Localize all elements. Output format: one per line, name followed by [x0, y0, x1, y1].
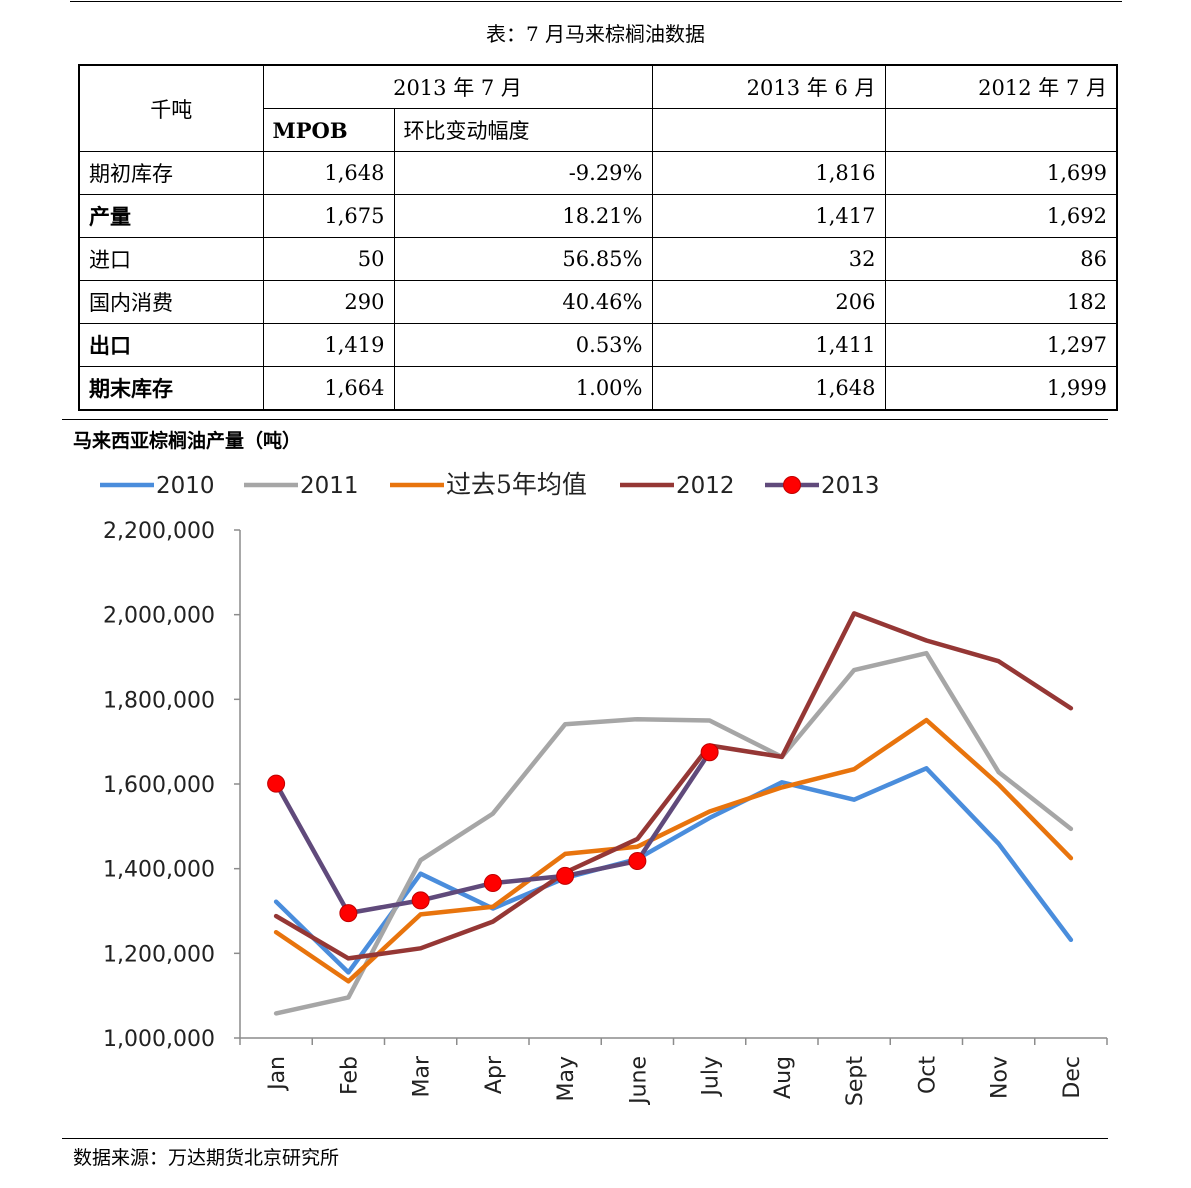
legend-label-过去5年均值: 过去5年均值 — [446, 470, 587, 499]
x-tick-label: Oct — [915, 1056, 940, 1094]
header-row: 千吨 2013 年 7 月 2013 年 6 月 2012 年 7 月 — [78, 64, 1118, 152]
header-2013-jun: 2013 年 6 月 — [651, 64, 886, 109]
production-line-chart: 1,000,000 1,200,000 1,400,000 1,600,000 1,80… — [100, 470, 1108, 1106]
cell-mpob: 1,664 — [262, 366, 395, 411]
row-label: 期初库存 — [78, 151, 264, 195]
x-tick-label: Apr — [482, 1055, 507, 1094]
table-title: 表：7 月马来棕榈油数据 — [485, 22, 706, 46]
table-row: 期初库存 1,648 -9.29% 1,816 1,699 — [78, 151, 1118, 195]
cell-2013-jun: 206 — [651, 280, 886, 324]
series-point-2013 — [556, 866, 575, 885]
table-row: 进口 50 56.85% 32 86 — [78, 237, 1118, 281]
subheader-row: MPOB 环比变动幅度 — [79, 108, 1118, 152]
cell-2012-jul: 1,699 — [884, 151, 1118, 195]
group-header-2013-jul: 2013 年 7 月 — [262, 64, 653, 109]
series-line-2011 — [273, 650, 1074, 1016]
cell-2013-jun: 1,411 — [651, 323, 886, 367]
row-label: 出口 — [78, 323, 264, 367]
y-tick-label: 1,400,000 — [103, 858, 215, 883]
x-tick-label: Jan — [265, 1056, 290, 1092]
cell-mpob: 50 — [262, 237, 395, 281]
subheader-empty — [651, 108, 886, 152]
cell-mpob: 1,648 — [262, 151, 395, 195]
cell-change: 1.00% — [393, 366, 653, 411]
y-tick-label: 2,200,000 — [103, 519, 215, 544]
x-tick-label: Dec — [1060, 1056, 1085, 1099]
row-label: 期末库存 — [78, 366, 264, 411]
row-label: 国内消费 — [78, 280, 264, 324]
series-line-2010 — [273, 766, 1074, 975]
source-note: 数据来源：万达期货北京研究所 — [73, 1147, 340, 1169]
legend-label-2012: 2012 — [676, 473, 735, 499]
top-rule — [70, 1, 1122, 2]
cell-2012-jul: 86 — [884, 237, 1118, 281]
series-point-2013 — [628, 852, 647, 871]
legend-marker-2013 — [783, 476, 801, 494]
cell-2013-jun: 32 — [651, 237, 886, 281]
palm-oil-data-table: 千吨 2013 年 7 月 2013 年 6 月 2012 年 7 月 MPOB… — [78, 64, 1118, 411]
cell-change: -9.29% — [393, 151, 653, 195]
cell-change: 18.21% — [393, 194, 653, 238]
series-point-2013 — [339, 904, 358, 923]
cell-2012-jul: 1,297 — [884, 323, 1118, 367]
subheader-change: 环比变动幅度 — [393, 108, 653, 152]
y-tick-label: 1,800,000 — [103, 688, 215, 713]
cell-2012-jul: 1,999 — [884, 366, 1118, 411]
mid-rule — [62, 419, 1108, 420]
cell-change: 0.53% — [393, 323, 653, 367]
cell-mpob: 1,419 — [262, 323, 395, 367]
legend-label-2011: 2011 — [300, 473, 359, 499]
series-point-2013 — [411, 891, 430, 910]
legend-label-2013: 2013 — [821, 473, 880, 499]
cell-2013-jun: 1,816 — [651, 151, 886, 195]
series-point-2013 — [267, 774, 286, 793]
row-label: 进口 — [78, 237, 264, 281]
x-tick-label: Sept — [843, 1056, 868, 1106]
x-tick-label: May — [554, 1056, 579, 1101]
y-tick-label: 1,000,000 — [103, 1027, 215, 1052]
cell-change: 40.46% — [393, 280, 653, 324]
series-line-2012 — [273, 611, 1074, 961]
series-point-2013 — [700, 743, 719, 762]
corner-label: 千吨 — [78, 64, 264, 152]
table-row: 出口 1,419 0.53% 1,411 1,297 — [78, 323, 1118, 367]
cell-2013-jun: 1,648 — [651, 366, 886, 411]
cell-2012-jul: 182 — [884, 280, 1118, 324]
cell-2012-jul: 1,692 — [884, 194, 1118, 238]
x-tick-label: Feb — [337, 1056, 362, 1095]
cell-2013-jun: 1,417 — [651, 194, 886, 238]
table-row: 产量 1,675 18.21% 1,417 1,692 — [78, 194, 1118, 238]
subheader-empty — [884, 108, 1118, 152]
header-2012-jul: 2012 年 7 月 — [884, 64, 1118, 109]
x-tick-label: July — [699, 1056, 724, 1098]
bottom-rule — [62, 1138, 1108, 1139]
cell-change: 56.85% — [393, 237, 653, 281]
table-row: 期末库存 1,664 1.00% 1,648 1,999 — [78, 366, 1118, 411]
x-tick-label: Mar — [410, 1055, 435, 1097]
cell-mpob: 1,675 — [262, 194, 395, 238]
row-label: 产量 — [78, 194, 264, 238]
x-tick-label: Aug — [771, 1056, 796, 1099]
table-row: 国内消费 290 40.46% 206 182 — [78, 280, 1118, 324]
series-point-2013 — [483, 874, 502, 893]
y-tick-label: 2,000,000 — [103, 604, 215, 629]
x-tick-label: Nov — [988, 1056, 1013, 1099]
series-line-过去5年均值 — [273, 717, 1074, 984]
x-tick-label: June — [626, 1056, 651, 1106]
cell-mpob: 290 — [262, 280, 395, 324]
y-tick-label: 1,600,000 — [103, 773, 215, 798]
legend-label-2010: 2010 — [156, 473, 215, 499]
chart-title: 马来西亚棕榈油产量（吨） — [73, 430, 302, 452]
y-tick-label: 1,200,000 — [103, 942, 215, 967]
subheader-mpob: MPOB — [262, 108, 395, 152]
